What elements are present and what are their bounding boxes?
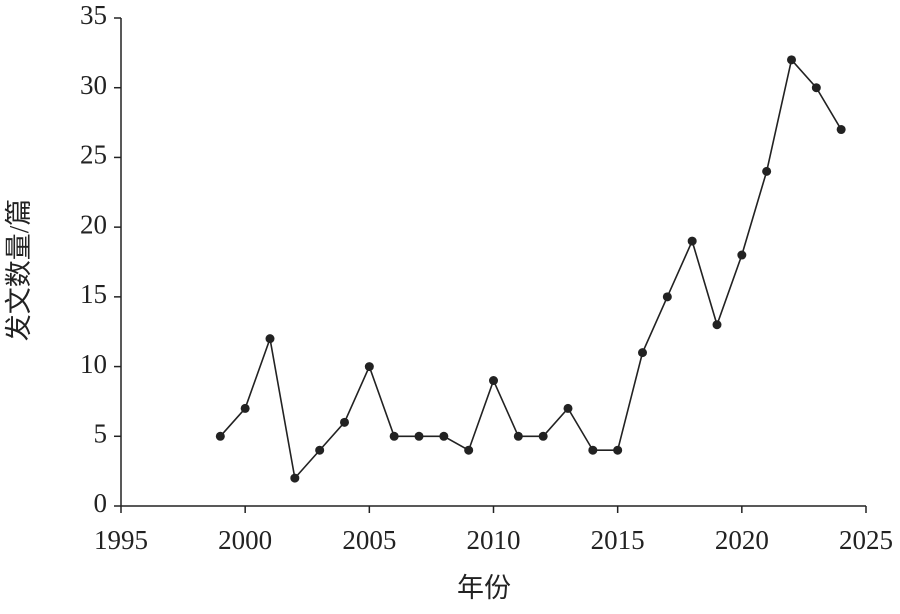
y-tick-label: 10 [80, 349, 107, 379]
x-axis-label: 年份 [457, 573, 511, 603]
point [315, 445, 325, 455]
y-tick-label: 25 [80, 140, 107, 170]
x-tick-label: 2005 [342, 525, 396, 555]
point [265, 334, 275, 344]
y-tick-label: 15 [80, 279, 107, 309]
point [290, 473, 300, 483]
point [687, 236, 697, 246]
y-axis-label: 发文数量/篇 [4, 199, 34, 342]
point [613, 445, 623, 455]
point [811, 83, 821, 93]
x-tick-label: 2025 [839, 525, 893, 555]
y-tick-label: 5 [94, 418, 108, 448]
y-tick-label: 0 [94, 488, 108, 518]
point [588, 445, 598, 455]
y-tick-label: 30 [80, 70, 107, 100]
point [762, 166, 772, 176]
point [836, 125, 846, 135]
x-tick-label: 2015 [591, 525, 645, 555]
point [638, 348, 647, 358]
y-tick-label: 35 [80, 0, 107, 30]
point [563, 403, 573, 413]
point [787, 55, 796, 65]
point [240, 403, 250, 413]
x-tick-label: 2010 [467, 525, 521, 555]
x-tick-label: 2020 [715, 525, 769, 555]
point [464, 445, 474, 455]
point [364, 362, 374, 372]
point [489, 376, 498, 386]
point [538, 431, 548, 441]
x-tick-label: 2000 [218, 525, 272, 555]
point [662, 292, 672, 302]
point [439, 431, 449, 441]
point [340, 417, 349, 427]
point [215, 431, 225, 441]
point [737, 250, 747, 260]
line [219, 58, 842, 480]
point [513, 431, 523, 441]
point [389, 431, 399, 441]
y-tick-label: 20 [80, 209, 107, 239]
x-tick-label: 1995 [94, 525, 148, 555]
point [712, 320, 722, 330]
point [414, 431, 424, 441]
